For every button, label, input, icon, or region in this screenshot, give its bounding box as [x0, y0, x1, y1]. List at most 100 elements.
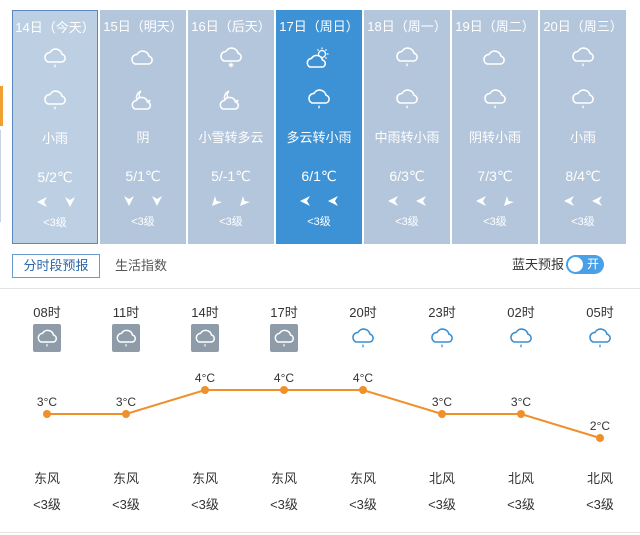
- day-date: 17日（周日）: [279, 19, 359, 34]
- cloud-rain-icon: [44, 48, 66, 68]
- cloud-rain-icon: [484, 89, 506, 109]
- day-card-14[interactable]: 14日（今天） 小雨 5/2℃ <3级: [12, 10, 98, 244]
- wind-southwest-arrow-icon: [504, 196, 514, 206]
- hour-wind-level: <3级: [586, 497, 614, 512]
- day-card-16[interactable]: 16日（后天） 小雪转多云 5/-1℃ <3级: [188, 10, 274, 244]
- hour-wind-direction: 东风: [191, 471, 218, 486]
- hourly-forecast: 08时 东风 <3级 11时 东风 <3级 14时 东风 <3级 17时 东风 …: [0, 296, 640, 526]
- hour-time: 11时: [112, 305, 140, 320]
- day-card-20[interactable]: 20日（周三） 小雨 8/4℃ <3级: [540, 10, 626, 244]
- temperature-point: [201, 386, 209, 394]
- day-card-15[interactable]: 15日（明天） 阴 5/1℃ <3级: [100, 10, 186, 244]
- temperature-point: [359, 386, 367, 394]
- day-card-18[interactable]: 18日（周一） 中雨转小雨 6/3℃ <3级: [364, 10, 450, 244]
- hour-time: 14时: [191, 305, 219, 320]
- day-weather: 阴转小雨: [468, 130, 521, 145]
- wind-east-arrow-icon: [37, 197, 47, 207]
- hour-wind-direction: 东风: [33, 471, 60, 486]
- hour-wind-direction: 东风: [349, 471, 376, 486]
- wind-east-arrow-icon: [564, 196, 574, 206]
- toggle-state-label: 开: [586, 257, 599, 271]
- hour-wind-direction: 东风: [270, 471, 297, 486]
- day-card-19[interactable]: 19日（周二） 阴转小雨 7/3℃ <3级: [452, 10, 538, 244]
- wind-east-arrow-icon: [328, 196, 338, 206]
- cloud-rain-icon: [431, 328, 453, 348]
- overcast-cloud-icon: [483, 50, 505, 65]
- day-date: 19日（周二）: [455, 19, 535, 34]
- blue-sky-forecast-label: 蓝天预报: [512, 257, 565, 272]
- hour-time: 23时: [428, 305, 456, 320]
- day-temp: 5/1℃: [125, 168, 161, 184]
- day-wind-level: <3级: [219, 216, 243, 228]
- day-card-17[interactable]: 17日（周日） 多云转小雨 6/1℃ <3级: [276, 10, 362, 244]
- rain-tile-icon: [191, 324, 219, 352]
- cloud-rain-icon: [589, 328, 611, 348]
- hour-time: 17时: [270, 305, 298, 320]
- wind-southwest-arrow-icon: [212, 196, 222, 206]
- temperature-label: 4°C: [274, 371, 294, 385]
- wind-east-arrow-icon: [476, 196, 486, 206]
- hour-wind-direction: 东风: [112, 471, 139, 486]
- day-temp: 6/1℃: [301, 168, 337, 184]
- temperature-point: [438, 410, 446, 418]
- hour-wind-level: <3级: [507, 497, 535, 512]
- day-temp: 5/2℃: [37, 169, 73, 185]
- wind-north-arrow-icon: [65, 197, 75, 207]
- wind-arrows: [13, 195, 97, 209]
- blue-sky-toggle[interactable]: 开: [566, 255, 604, 274]
- wind-arrows: [276, 194, 362, 208]
- wind-east-arrow-icon: [416, 196, 426, 206]
- day-wind-level: <3级: [395, 216, 419, 228]
- tab-hourly-forecast[interactable]: 分时段预报: [12, 254, 100, 278]
- day-date: 18日（周一）: [367, 19, 447, 34]
- day-weather: 小雪转多云: [198, 130, 264, 145]
- cloud-rain-icon: [396, 89, 418, 109]
- temperature-label: 4°C: [195, 371, 215, 385]
- day-date: 14日（今天）: [15, 20, 95, 35]
- hour-wind-direction: 北风: [428, 471, 455, 486]
- day-wind-level: <3级: [131, 216, 155, 228]
- wind-east-arrow-icon: [592, 196, 602, 206]
- day-weather: 小雨: [569, 130, 596, 145]
- toggle-knob: [568, 257, 583, 272]
- rain-tile-icon: [270, 324, 298, 352]
- day-temp: 6/3℃: [389, 168, 425, 184]
- hour-wind-level: <3级: [428, 497, 456, 512]
- temperature-label: 4°C: [353, 371, 373, 385]
- hour-wind-direction: 北风: [586, 471, 613, 486]
- cloud-rain-icon: [396, 47, 418, 67]
- temperature-point: [280, 386, 288, 394]
- tab-life-index[interactable]: 生活指数: [115, 258, 168, 273]
- wind-north-arrow-icon: [152, 196, 162, 206]
- day-wind-level: <3级: [571, 216, 595, 228]
- cloud-rain-icon: [572, 89, 594, 109]
- temperature-point: [43, 410, 51, 418]
- temperature-point: [517, 410, 525, 418]
- wind-southwest-arrow-icon: [240, 196, 250, 206]
- temperature-point: [122, 410, 130, 418]
- rain-tile-icon: [33, 324, 61, 352]
- day-wind-level: <3级: [307, 216, 331, 228]
- hour-time: 08时: [33, 305, 61, 320]
- cloud-snow-icon: [220, 47, 242, 68]
- bottom-divider: [0, 532, 640, 533]
- temperature-label: 3°C: [432, 395, 452, 409]
- day-weather: 多云转小雨: [286, 130, 352, 145]
- rain-tile-icon: [112, 324, 140, 352]
- day-date: 15日（明天）: [103, 19, 183, 34]
- day-weather: 中雨转小雨: [374, 130, 440, 145]
- hour-wind-level: <3级: [112, 497, 140, 512]
- wind-arrows: [100, 194, 186, 208]
- overcast-cloud-icon: [131, 50, 153, 65]
- cloud-rain-icon: [308, 89, 330, 109]
- temperature-label: 2°C: [590, 419, 610, 433]
- temperature-label: 3°C: [37, 395, 57, 409]
- divider: [0, 288, 640, 289]
- wind-north-arrow-icon: [124, 196, 134, 206]
- hour-wind-direction: 北风: [507, 471, 534, 486]
- seven-day-forecast: 14日（今天） 小雨 5/2℃ <3级 15日（明天） 阴 5/1℃ <3级 1…: [12, 10, 640, 244]
- day-temp: 5/-1℃: [211, 168, 251, 184]
- hour-wind-level: <3级: [33, 497, 61, 512]
- wind-arrows: [188, 194, 274, 208]
- hourly-temperature-chart: 3°C 3°C 4°C 4°C 4°C 3°C 3°C 2°C: [37, 371, 610, 442]
